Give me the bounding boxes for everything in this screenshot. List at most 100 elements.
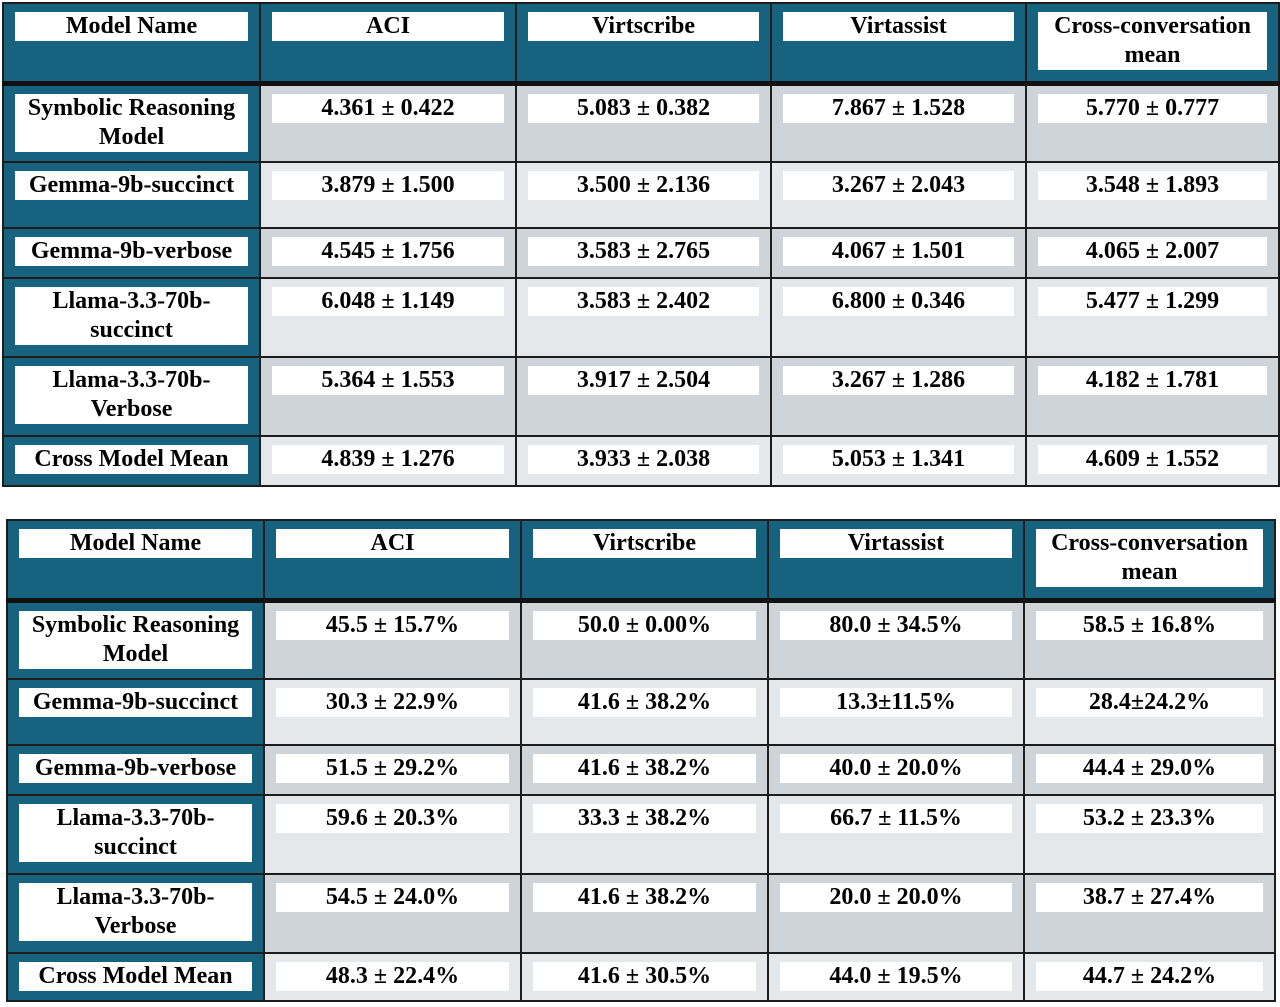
table-row: Llama-3.3-70b-succinct 59.6 ± 20.3% 33.3… xyxy=(6,794,1276,875)
aci-value: 4.839 ± 1.276 xyxy=(272,445,504,474)
value-cell: 50.0 ± 0.00% xyxy=(520,599,769,680)
value-cell: 80.0 ± 34.5% xyxy=(767,599,1025,680)
model-name: Cross Model Mean xyxy=(15,445,248,474)
table-row: Gemma-9b-verbose 51.5 ± 29.2% 41.6 ± 38.… xyxy=(6,744,1276,796)
header-cell: Model Name xyxy=(2,2,261,84)
virtscribe-value: 3.583 ± 2.765 xyxy=(528,237,759,266)
value-cell: 4.545 ± 1.756 xyxy=(259,227,517,279)
value-cell: 41.6 ± 30.5% xyxy=(520,952,769,1002)
table-row: Cross Model Mean 48.3 ± 22.4% 41.6 ± 30.… xyxy=(6,952,1276,1002)
value-cell: 5.770 ± 0.777 xyxy=(1025,82,1280,163)
model-cell: Gemma-9b-succinct xyxy=(2,161,261,229)
header-aci: ACI xyxy=(276,529,509,558)
cross-mean-value: 58.5 ± 16.8% xyxy=(1036,610,1263,640)
value-cell: 5.364 ± 1.553 xyxy=(259,356,517,437)
aci-value: 48.3 ± 22.4% xyxy=(276,962,509,991)
value-cell: 4.609 ± 1.552 xyxy=(1025,435,1280,487)
header-cell: Cross-conversation mean xyxy=(1023,519,1276,601)
header-virtassist: Virtassist xyxy=(783,12,1014,41)
model-cell: Llama-3.3-70b-Verbose xyxy=(6,873,265,954)
value-cell: 44.4 ± 29.0% xyxy=(1023,744,1276,796)
percentage-table: Model Name ACI Virtscribe Virtassist Cro… xyxy=(6,519,1276,1002)
header-cell: Virtassist xyxy=(770,2,1027,84)
virtscribe-value: 41.6 ± 38.2% xyxy=(533,754,756,783)
score-table: Model Name ACI Virtscribe Virtassist Cro… xyxy=(2,2,1280,487)
aci-value: 59.6 ± 20.3% xyxy=(276,804,509,833)
virtassist-value: 5.053 ± 1.341 xyxy=(783,445,1014,474)
value-cell: 6.048 ± 1.149 xyxy=(259,277,517,358)
model-name: Gemma-9b-succinct xyxy=(19,688,252,717)
model-name: Gemma-9b-verbose xyxy=(19,754,252,783)
cross-mean-value: 53.2 ± 23.3% xyxy=(1036,804,1263,833)
value-cell: 4.839 ± 1.276 xyxy=(259,435,517,487)
value-cell: 4.361 ± 0.422 xyxy=(259,82,517,163)
cross-mean-value: 3.548 ± 1.893 xyxy=(1038,171,1267,200)
value-cell: 44.0 ± 19.5% xyxy=(767,952,1025,1002)
model-cell: Llama-3.3-70b-Verbose xyxy=(2,356,261,437)
table-row: Gemma-9b-verbose 4.545 ± 1.756 3.583 ± 2… xyxy=(2,227,1280,279)
value-cell: 4.065 ± 2.007 xyxy=(1025,227,1280,279)
value-cell: 3.500 ± 2.136 xyxy=(515,161,772,229)
value-cell: 4.067 ± 1.501 xyxy=(770,227,1027,279)
header-row: Model Name ACI Virtscribe Virtassist Cro… xyxy=(2,2,1280,84)
header-cross-conversation-mean: Cross-conversation mean xyxy=(1038,12,1267,70)
aci-value: 5.364 ± 1.553 xyxy=(272,366,504,395)
header-cross-conversation-mean: Cross-conversation mean xyxy=(1036,529,1263,587)
header-model-name: Model Name xyxy=(15,12,248,41)
header-row: Model Name ACI Virtscribe Virtassist Cro… xyxy=(6,519,1276,601)
model-name: Llama-3.3-70b-succinct xyxy=(15,287,248,345)
virtassist-value: 80.0 ± 34.5% xyxy=(780,610,1012,640)
model-cell: Gemma-9b-verbose xyxy=(6,744,265,796)
value-cell: 5.477 ± 1.299 xyxy=(1025,277,1280,358)
virtscribe-value: 33.3 ± 38.2% xyxy=(533,804,756,833)
virtassist-value: 3.267 ± 2.043 xyxy=(783,171,1014,200)
virtscribe-value: 3.583 ± 2.402 xyxy=(528,287,759,316)
value-cell: 13.3±11.5% xyxy=(767,678,1025,746)
cross-mean-value: 38.7 ± 27.4% xyxy=(1036,883,1263,912)
virtscribe-value: 41.6 ± 30.5% xyxy=(533,962,756,991)
model-cell: Symbolic Reasoning Model xyxy=(2,82,261,163)
aci-value: 51.5 ± 29.2% xyxy=(276,754,509,783)
virtassist-value: 4.067 ± 1.501 xyxy=(783,237,1014,266)
header-cell: ACI xyxy=(263,519,522,601)
table-row: Llama-3.3-70b-Verbose 54.5 ± 24.0% 41.6 … xyxy=(6,873,1276,954)
value-cell: 59.6 ± 20.3% xyxy=(263,794,522,875)
value-cell: 66.7 ± 11.5% xyxy=(767,794,1025,875)
header-virtscribe: Virtscribe xyxy=(528,12,759,41)
value-cell: 48.3 ± 22.4% xyxy=(263,952,522,1002)
cross-mean-value: 4.065 ± 2.007 xyxy=(1038,237,1267,266)
value-cell: 3.267 ± 2.043 xyxy=(770,161,1027,229)
virtassist-value: 13.3±11.5% xyxy=(780,688,1012,717)
table-row: Llama-3.3-70b-succinct 6.048 ± 1.149 3.5… xyxy=(2,277,1280,358)
model-cell: Gemma-9b-verbose xyxy=(2,227,261,279)
aci-value: 3.879 ± 1.500 xyxy=(272,171,504,200)
aci-value: 54.5 ± 24.0% xyxy=(276,883,509,912)
value-cell: 4.182 ± 1.781 xyxy=(1025,356,1280,437)
table-row: Gemma-9b-succinct 30.3 ± 22.9% 41.6 ± 38… xyxy=(6,678,1276,746)
value-cell: 7.867 ± 1.528 xyxy=(770,82,1027,163)
cross-mean-value: 44.7 ± 24.2% xyxy=(1036,962,1263,991)
value-cell: 3.583 ± 2.402 xyxy=(515,277,772,358)
virtscribe-value: 3.917 ± 2.504 xyxy=(528,366,759,395)
header-cell: Cross-conversation mean xyxy=(1025,2,1280,84)
value-cell: 33.3 ± 38.2% xyxy=(520,794,769,875)
model-name: Symbolic Reasoning Model xyxy=(19,610,252,669)
cross-mean-value: 4.609 ± 1.552 xyxy=(1038,445,1267,474)
table-row: Gemma-9b-succinct 3.879 ± 1.500 3.500 ± … xyxy=(2,161,1280,229)
value-cell: 53.2 ± 23.3% xyxy=(1023,794,1276,875)
model-cell: Cross Model Mean xyxy=(6,952,265,1002)
virtassist-value: 6.800 ± 0.346 xyxy=(783,287,1014,316)
table-row: Symbolic Reasoning Model 45.5 ± 15.7% 50… xyxy=(6,599,1276,680)
model-cell: Llama-3.3-70b-succinct xyxy=(6,794,265,875)
value-cell: 3.548 ± 1.893 xyxy=(1025,161,1280,229)
cross-mean-value: 5.770 ± 0.777 xyxy=(1038,93,1267,123)
value-cell: 3.933 ± 2.038 xyxy=(515,435,772,487)
model-cell: Cross Model Mean xyxy=(2,435,261,487)
value-cell: 3.583 ± 2.765 xyxy=(515,227,772,279)
value-cell: 3.917 ± 2.504 xyxy=(515,356,772,437)
model-name: Symbolic Reasoning Model xyxy=(15,93,248,152)
value-cell: 3.879 ± 1.500 xyxy=(259,161,517,229)
model-name: Cross Model Mean xyxy=(19,962,252,991)
header-cell: Virtscribe xyxy=(515,2,772,84)
virtscribe-value: 41.6 ± 38.2% xyxy=(533,688,756,717)
